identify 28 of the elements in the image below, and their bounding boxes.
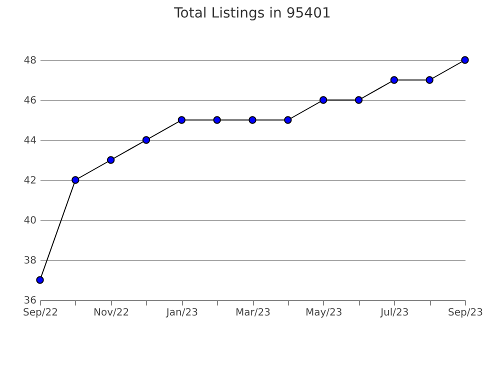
x-tick-label: Mar/23 — [236, 308, 270, 318]
point — [390, 76, 398, 84]
point — [36, 276, 44, 284]
y-tick-label: 44 — [24, 136, 36, 146]
x-tick-label: Sep/23 — [448, 308, 483, 318]
point — [461, 56, 469, 64]
chart-title: Total Listings in 95401 — [173, 6, 331, 22]
point — [354, 96, 363, 104]
y-tick-label: 40 — [24, 216, 36, 226]
point — [142, 136, 150, 144]
point — [72, 176, 80, 184]
x-tick-label: Jul/23 — [380, 308, 409, 318]
point — [213, 116, 221, 124]
point — [319, 96, 328, 104]
y-tick-label: 42 — [24, 176, 36, 186]
x-tick-label: Jan/23 — [165, 308, 198, 318]
point — [284, 116, 292, 124]
x-tick-label: May/23 — [305, 308, 342, 318]
y-tick-label: 46 — [24, 96, 36, 106]
point — [106, 156, 115, 164]
y-tick-label: 48 — [24, 56, 36, 66]
x-tick-label: Nov/22 — [94, 308, 130, 318]
point — [178, 116, 186, 124]
point — [426, 76, 434, 84]
point — [248, 116, 256, 124]
y-tick-label: 38 — [24, 256, 36, 266]
x-tick-label: Sep/22 — [23, 308, 58, 318]
y-tick-label: 36 — [24, 296, 36, 306]
